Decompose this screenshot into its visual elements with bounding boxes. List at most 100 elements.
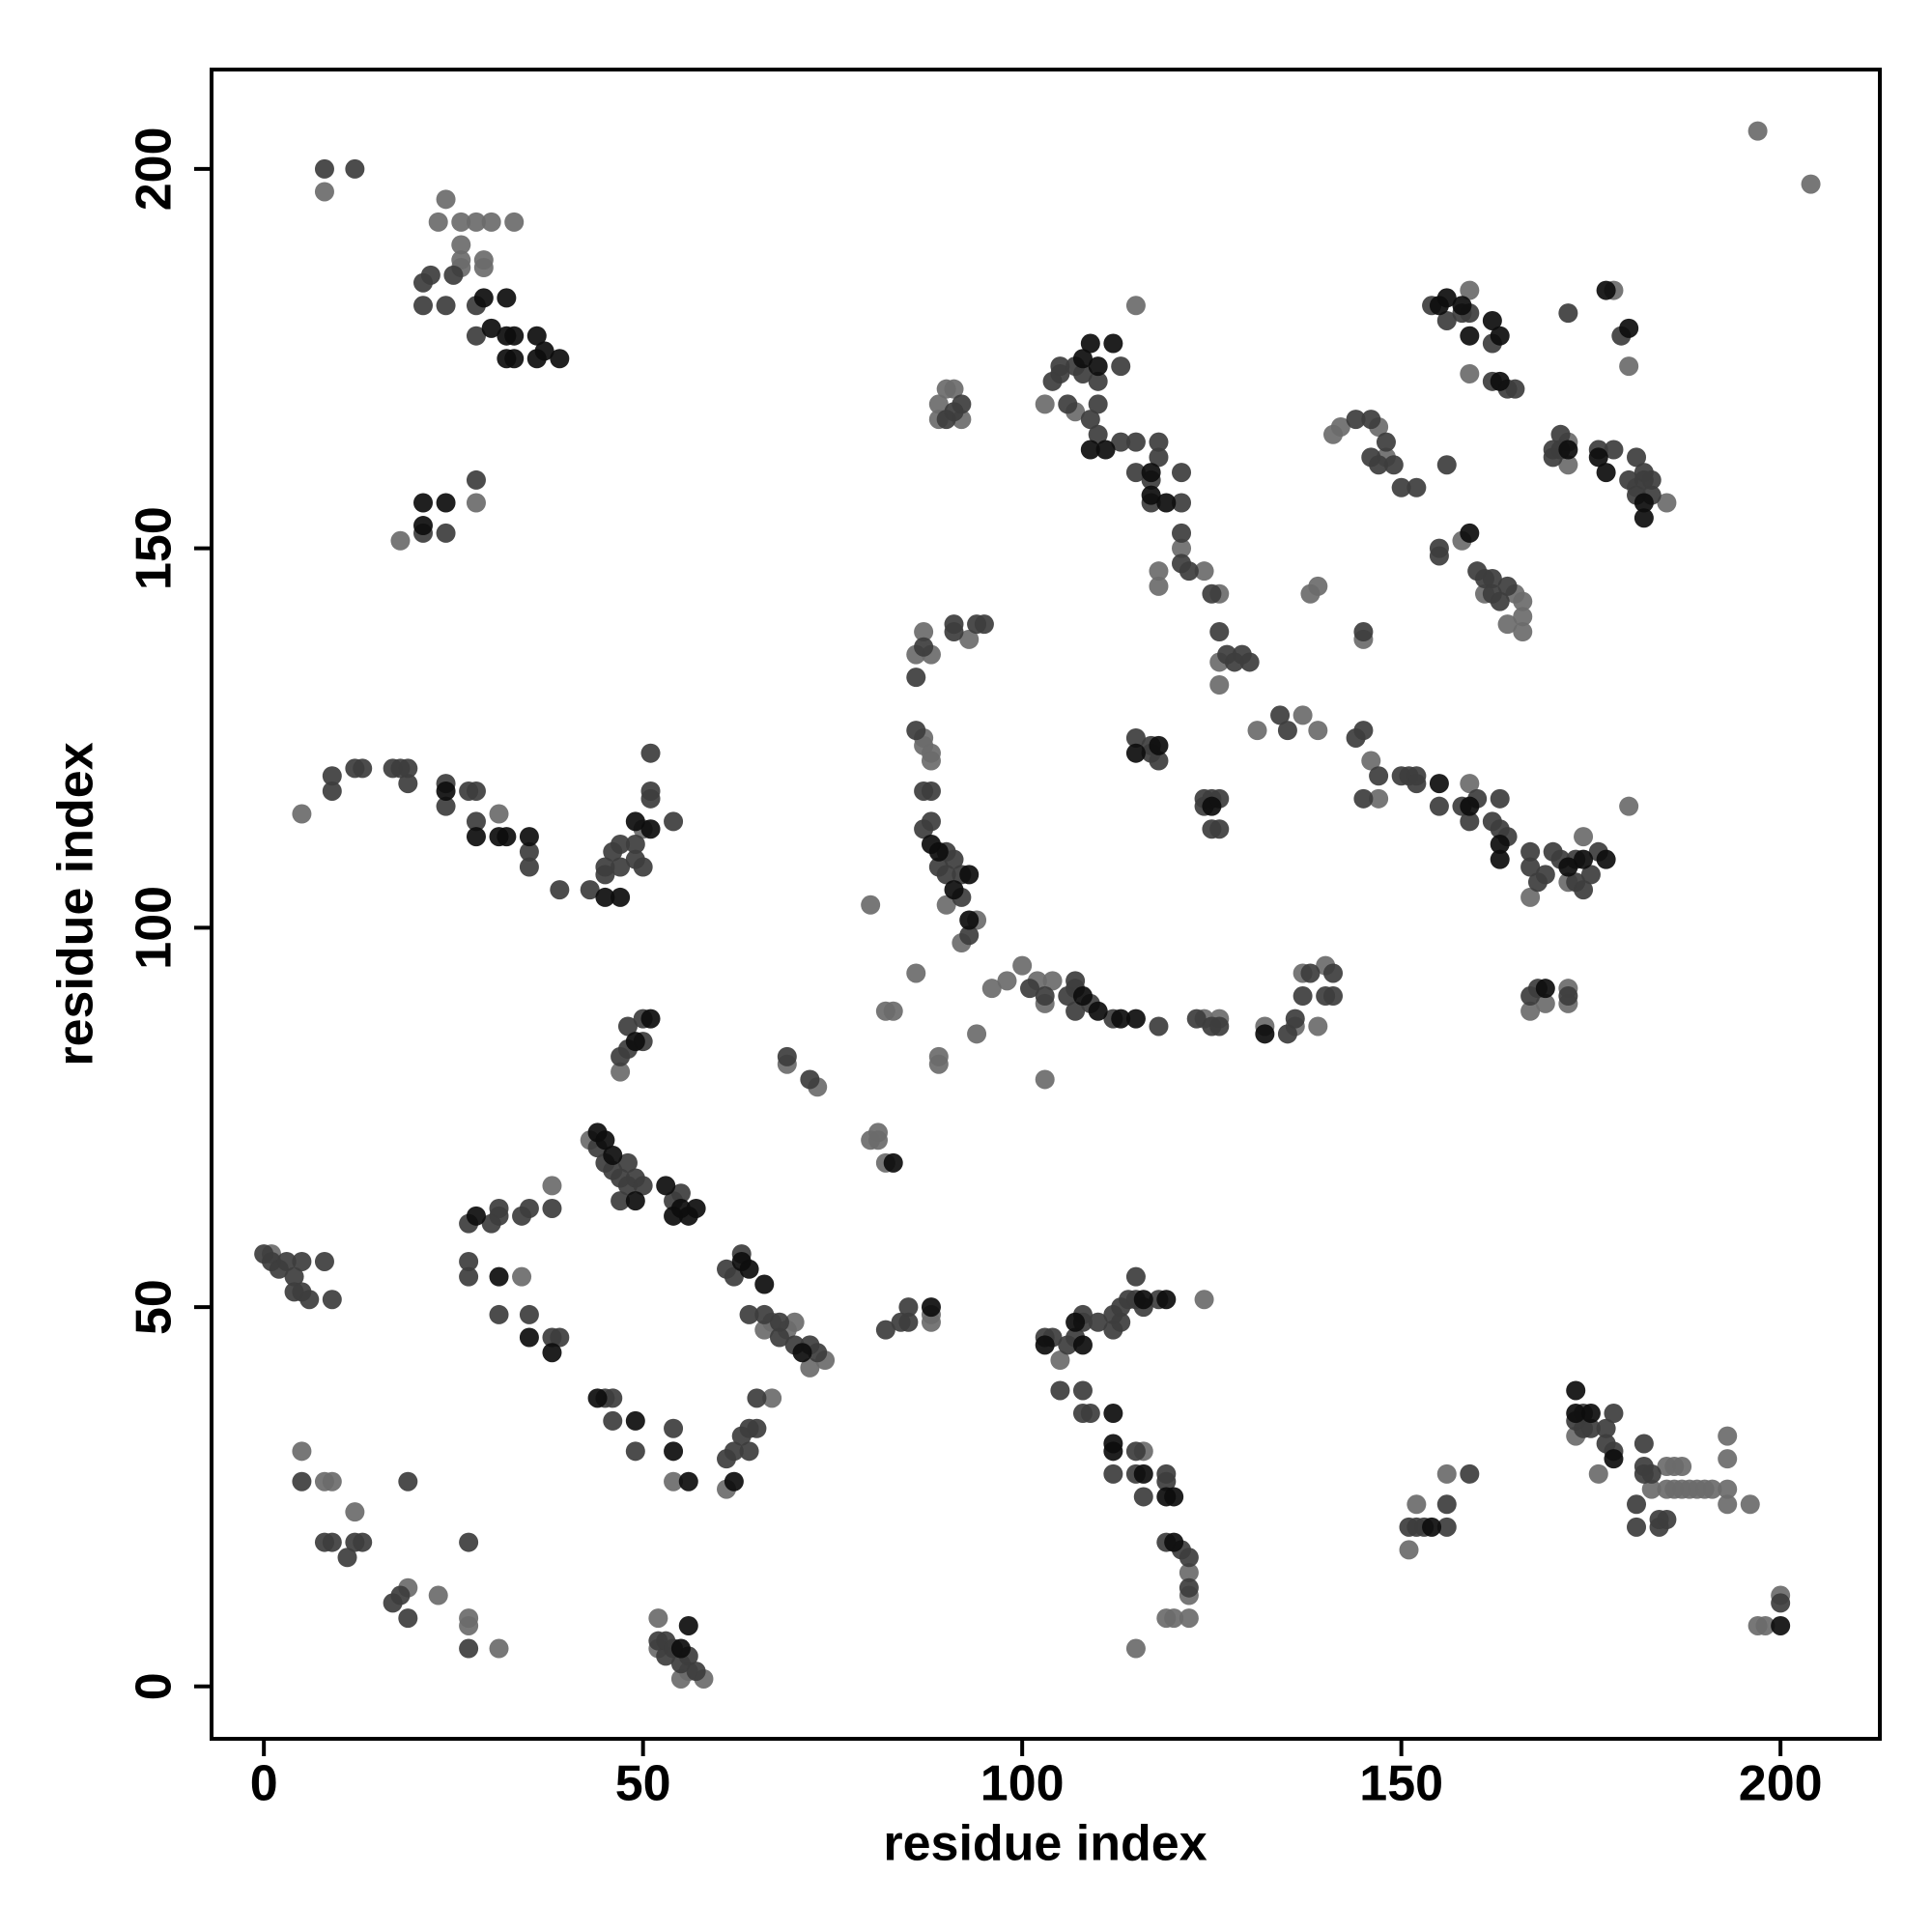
- x-tick-label: 150: [1359, 1756, 1443, 1812]
- point: [944, 880, 964, 900]
- point: [512, 1266, 532, 1287]
- point: [1293, 986, 1313, 1007]
- point: [1436, 1463, 1457, 1484]
- point: [383, 758, 403, 779]
- point: [459, 1615, 479, 1635]
- point: [1308, 576, 1328, 596]
- x-axis-label: residue index: [883, 1816, 1207, 1872]
- x-tick-label: 100: [980, 1756, 1065, 1812]
- point: [292, 804, 312, 824]
- x-tick-label: 200: [1739, 1756, 1823, 1812]
- point: [1755, 1615, 1776, 1635]
- point: [1604, 1449, 1624, 1469]
- point: [1596, 463, 1616, 483]
- point: [617, 1152, 638, 1173]
- point: [1125, 1266, 1146, 1287]
- point: [1035, 1335, 1055, 1355]
- y-tick-label: 0: [127, 1672, 183, 1700]
- point: [595, 857, 615, 877]
- point: [1436, 455, 1457, 475]
- point: [1558, 455, 1578, 475]
- point: [1566, 1380, 1586, 1401]
- point: [603, 1145, 623, 1165]
- point: [1574, 827, 1594, 847]
- point: [398, 1471, 418, 1492]
- point: [1172, 538, 1192, 558]
- point: [754, 1304, 775, 1324]
- point: [580, 880, 600, 900]
- point: [1574, 880, 1594, 900]
- point: [1095, 440, 1116, 460]
- point: [451, 212, 471, 232]
- point: [1012, 955, 1033, 976]
- point: [611, 1062, 631, 1082]
- point: [314, 182, 334, 202]
- point: [542, 1198, 562, 1218]
- point: [436, 189, 456, 210]
- point: [603, 1410, 623, 1431]
- point: [633, 857, 653, 877]
- point: [1149, 751, 1169, 771]
- point: [473, 258, 494, 278]
- point: [519, 841, 539, 862]
- point: [981, 979, 1002, 999]
- point: [519, 1327, 539, 1348]
- point: [1460, 811, 1480, 832]
- point: [625, 1191, 645, 1211]
- point: [337, 1548, 357, 1568]
- point: [1436, 310, 1457, 330]
- point: [466, 469, 486, 490]
- point: [550, 1327, 570, 1348]
- point: [625, 1441, 645, 1462]
- point: [542, 1343, 562, 1363]
- point: [686, 1198, 706, 1218]
- point: [1641, 469, 1662, 490]
- point: [489, 1266, 509, 1287]
- point: [769, 1312, 789, 1332]
- point: [436, 796, 456, 816]
- point: [670, 1638, 691, 1659]
- point: [603, 1388, 623, 1408]
- point: [611, 1191, 631, 1211]
- point: [800, 1357, 820, 1378]
- point: [1125, 1638, 1146, 1659]
- point: [497, 827, 517, 847]
- point: [436, 523, 456, 543]
- point: [1202, 583, 1222, 604]
- point: [625, 1032, 645, 1052]
- point: [1520, 887, 1541, 907]
- point: [1111, 1009, 1131, 1029]
- point: [944, 849, 964, 869]
- point: [489, 1304, 509, 1324]
- point: [1619, 356, 1639, 377]
- point: [1497, 614, 1518, 635]
- point: [1042, 971, 1063, 991]
- point: [1740, 1494, 1760, 1515]
- point: [1072, 1380, 1093, 1401]
- point: [906, 668, 926, 688]
- point: [1520, 1001, 1541, 1021]
- point: [436, 781, 456, 801]
- point: [1255, 1024, 1275, 1044]
- point: [1179, 1577, 1199, 1598]
- point: [762, 1388, 782, 1408]
- point: [1574, 849, 1594, 869]
- point: [413, 296, 434, 316]
- point: [390, 530, 411, 551]
- point: [959, 865, 980, 885]
- point: [1072, 1335, 1093, 1355]
- point: [1065, 1001, 1086, 1021]
- point: [1080, 1404, 1100, 1424]
- point: [1460, 796, 1480, 816]
- point: [747, 1418, 767, 1438]
- point: [640, 743, 661, 763]
- point: [1604, 1404, 1624, 1424]
- point: [1323, 424, 1344, 444]
- point: [314, 158, 334, 179]
- point: [353, 1532, 373, 1552]
- point: [1535, 993, 1555, 1013]
- point: [1490, 834, 1510, 854]
- point: [974, 614, 994, 635]
- point: [292, 1251, 312, 1271]
- point: [1088, 356, 1108, 377]
